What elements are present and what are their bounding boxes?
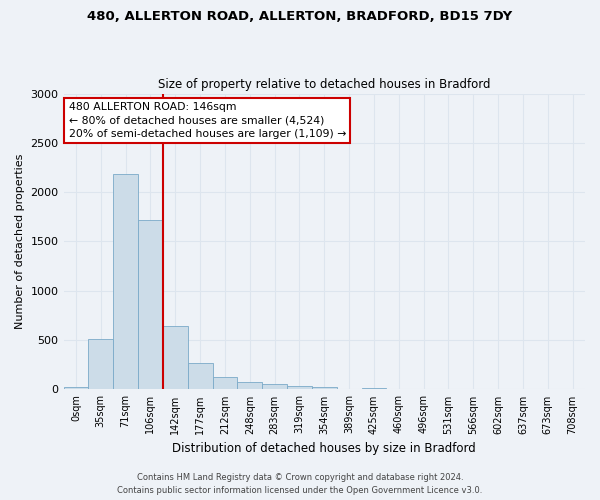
Bar [312,388,337,390]
Bar [163,326,188,390]
Bar [138,220,163,390]
Bar [262,384,287,390]
Title: Size of property relative to detached houses in Bradford: Size of property relative to detached ho… [158,78,491,91]
X-axis label: Distribution of detached houses by size in Bradford: Distribution of detached houses by size … [172,442,476,455]
Bar [88,339,113,390]
Bar [212,376,238,390]
Y-axis label: Number of detached properties: Number of detached properties [15,154,25,329]
Text: Contains HM Land Registry data © Crown copyright and database right 2024.
Contai: Contains HM Land Registry data © Crown c… [118,474,482,495]
Bar [238,382,262,390]
Bar [188,363,212,390]
Bar [287,386,312,390]
Bar [113,174,138,390]
Bar [362,388,386,390]
Bar [64,387,88,390]
Text: 480, ALLERTON ROAD, ALLERTON, BRADFORD, BD15 7DY: 480, ALLERTON ROAD, ALLERTON, BRADFORD, … [88,10,512,23]
Text: 480 ALLERTON ROAD: 146sqm
← 80% of detached houses are smaller (4,524)
20% of se: 480 ALLERTON ROAD: 146sqm ← 80% of detac… [69,102,346,139]
